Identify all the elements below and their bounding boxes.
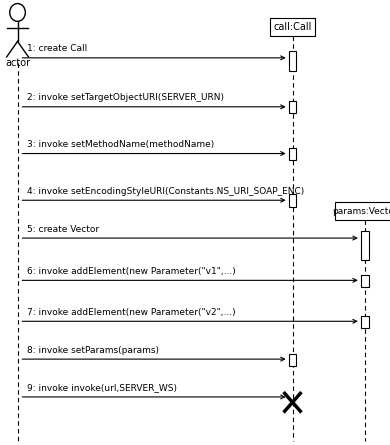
Text: 9: invoke invoke(url,SERVER_WS): 9: invoke invoke(url,SERVER_WS) [27, 384, 177, 392]
Bar [335, 202, 390, 220]
Text: 3: invoke setMethodName(methodName): 3: invoke setMethodName(methodName) [27, 140, 215, 149]
Bar [289, 51, 296, 71]
Bar [361, 275, 369, 287]
Text: 2: invoke setTargetObjectURI(SERVER_URN): 2: invoke setTargetObjectURI(SERVER_URN) [27, 93, 224, 102]
Text: call:Call: call:Call [273, 22, 312, 32]
Text: actor: actor [5, 58, 30, 68]
Text: 5: create Vector: 5: create Vector [27, 225, 99, 234]
Text: 7: invoke addElement(new Parameter("v2",...): 7: invoke addElement(new Parameter("v2",… [27, 308, 236, 317]
Bar [289, 101, 296, 113]
Text: 1: create Call: 1: create Call [27, 44, 87, 53]
Bar [289, 354, 296, 366]
Bar [361, 231, 369, 260]
Bar [361, 316, 369, 328]
Bar [270, 18, 315, 36]
Text: 6: invoke addElement(new Parameter("v1",...): 6: invoke addElement(new Parameter("v1",… [27, 267, 236, 276]
Bar [289, 148, 296, 160]
Text: 8: invoke setParams(params): 8: invoke setParams(params) [27, 346, 159, 355]
Bar [289, 194, 296, 207]
Text: params:Vector: params:Vector [332, 207, 390, 216]
Text: 4: invoke setEncodingStyleURI(Constants.NS_URI_SOAP_ENC): 4: invoke setEncodingStyleURI(Constants.… [27, 187, 305, 196]
